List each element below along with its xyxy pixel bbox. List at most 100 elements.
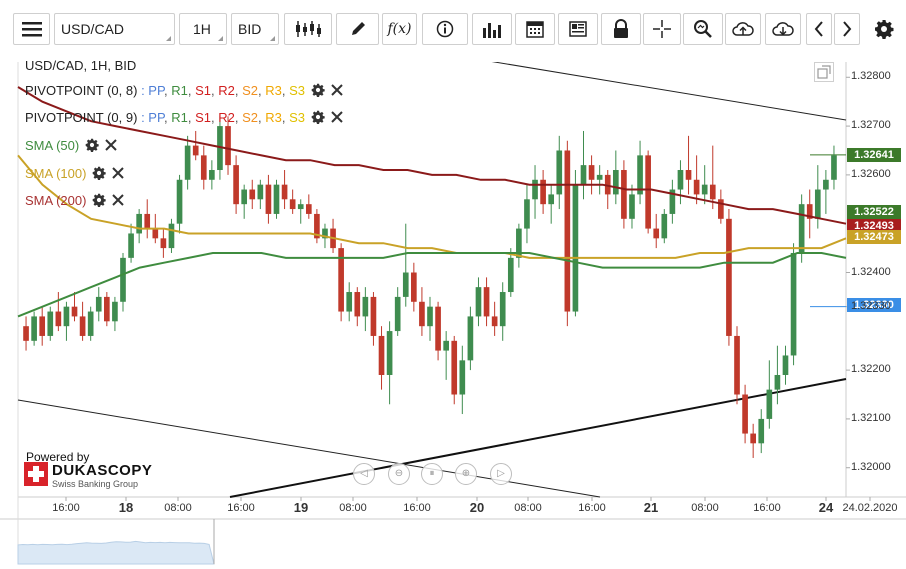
nav-back-button[interactable]: ◁	[353, 463, 375, 485]
sma50-line	[17, 252, 847, 318]
zoom-button[interactable]	[683, 13, 723, 45]
candle-body	[273, 184, 280, 214]
crosshair-icon	[653, 20, 671, 38]
candle-body	[136, 213, 142, 234]
candle-body	[241, 189, 248, 205]
candle-body	[427, 306, 433, 327]
indicator-settings-gear-icon[interactable]	[85, 138, 99, 155]
candle-body	[726, 218, 732, 336]
scroll-right-button[interactable]	[834, 13, 860, 45]
candle-body	[556, 150, 563, 195]
calendar-button[interactable]	[515, 13, 555, 45]
candle-body	[31, 316, 37, 341]
pivot-level-label: R1	[171, 83, 188, 98]
candle-body	[192, 145, 199, 156]
indicator-remove-close-icon[interactable]	[331, 111, 343, 126]
candle-body	[112, 301, 118, 322]
candle-body	[257, 184, 264, 200]
upload-button[interactable]	[725, 13, 761, 45]
indicator-settings-gear-icon[interactable]	[311, 110, 325, 127]
candle-body	[693, 179, 700, 195]
x-tick-label: 18	[118, 500, 134, 515]
side-select[interactable]: BID	[231, 13, 279, 45]
pencil-icon	[351, 22, 365, 35]
candle-body	[790, 252, 797, 356]
pivot-level-label: R2	[218, 110, 235, 125]
candle-body	[79, 316, 86, 336]
nav-zoom-in-button[interactable]: ⊕	[455, 463, 477, 485]
legend-name: PIVOTPOINT (0, 9)	[25, 110, 138, 125]
x-tick-label: 19	[293, 500, 309, 515]
period-select[interactable]: 1H	[179, 13, 227, 45]
indicator-remove-close-icon[interactable]	[331, 84, 343, 99]
candle-body	[71, 306, 78, 317]
period-label: 1H	[193, 21, 211, 37]
x-tick-label: 08:00	[514, 502, 542, 514]
candle-body	[314, 213, 320, 239]
pivot-level-label: PP	[148, 83, 164, 98]
candle-body	[669, 189, 676, 214]
indicator-settings-gear-icon[interactable]	[92, 166, 107, 183]
scroll-left-button[interactable]	[806, 13, 832, 45]
pivot-level-label: S1	[195, 83, 211, 98]
brand-tagline: Swiss Banking Group	[52, 479, 139, 489]
chart-type-button[interactable]	[284, 13, 332, 45]
indicator-settings-gear-icon[interactable]	[92, 193, 107, 210]
x-tick-label: 08:00	[691, 502, 719, 514]
candle-body	[766, 389, 773, 419]
indicator-remove-close-icon[interactable]	[112, 167, 125, 182]
x-tick-label: 16:00	[753, 502, 781, 514]
nav-zoom-in-icon: ⊕	[461, 468, 471, 479]
indicator-settings-gear-icon[interactable]	[311, 83, 325, 100]
nav-forward-icon: ▷	[497, 468, 505, 479]
indicators-button[interactable]: f(x)	[382, 13, 417, 45]
candle-body	[346, 292, 353, 312]
brand-name: DUKASCOPY	[52, 462, 153, 479]
expand-button[interactable]	[814, 62, 834, 82]
gear-icon	[875, 20, 894, 39]
candle-body	[798, 204, 805, 253]
y-tick-label: 1.32100	[851, 411, 891, 424]
info-button[interactable]	[422, 13, 468, 45]
candle-body	[443, 340, 449, 351]
bars-button[interactable]	[472, 13, 512, 45]
y-tick-label: 1.32330	[851, 299, 891, 312]
settings-button[interactable]	[866, 13, 902, 45]
candle-body	[750, 433, 756, 444]
lock-button[interactable]	[601, 13, 641, 45]
chart-header: USD/CAD, 1H, BID	[25, 58, 137, 73]
candle-body	[661, 213, 668, 239]
candle-body	[289, 199, 296, 210]
nav-back-icon: ◁	[360, 468, 368, 479]
indicator-remove-close-icon[interactable]	[112, 194, 125, 209]
candle-body	[823, 179, 829, 190]
indicator-remove-close-icon[interactable]	[105, 139, 117, 154]
legend-row: SMA (200)	[25, 193, 125, 210]
nav-forward-button[interactable]: ▷	[490, 463, 512, 485]
nav-zoom-out-button[interactable]: ⊖	[388, 463, 410, 485]
candle-body	[152, 228, 159, 239]
nav-pause-button[interactable]: ⏸	[421, 463, 443, 485]
candle-body	[265, 184, 272, 214]
candle-body	[322, 228, 328, 239]
candle-body	[814, 189, 821, 219]
pivot-level-label: S3	[289, 110, 305, 125]
pivot-level-label: S3	[289, 83, 305, 98]
candle-body	[209, 170, 215, 180]
candle-body	[758, 418, 765, 444]
instrument-select[interactable]: USD/CAD	[54, 13, 175, 45]
candle-body	[637, 155, 643, 195]
price-badge: 1.32473	[847, 230, 901, 244]
candle-body	[370, 296, 377, 336]
swiss-cross-icon	[24, 462, 48, 486]
menu-button[interactable]	[13, 13, 50, 45]
draw-button[interactable]	[336, 13, 379, 45]
side-label: BID	[238, 21, 262, 37]
crosshair-button[interactable]	[643, 13, 681, 45]
legend-row: PIVOTPOINT (0, 9) : PP, R1, S1, R2, S2, …	[25, 110, 343, 127]
download-button[interactable]	[765, 13, 801, 45]
candle-body	[459, 360, 466, 395]
news-button[interactable]	[558, 13, 598, 45]
